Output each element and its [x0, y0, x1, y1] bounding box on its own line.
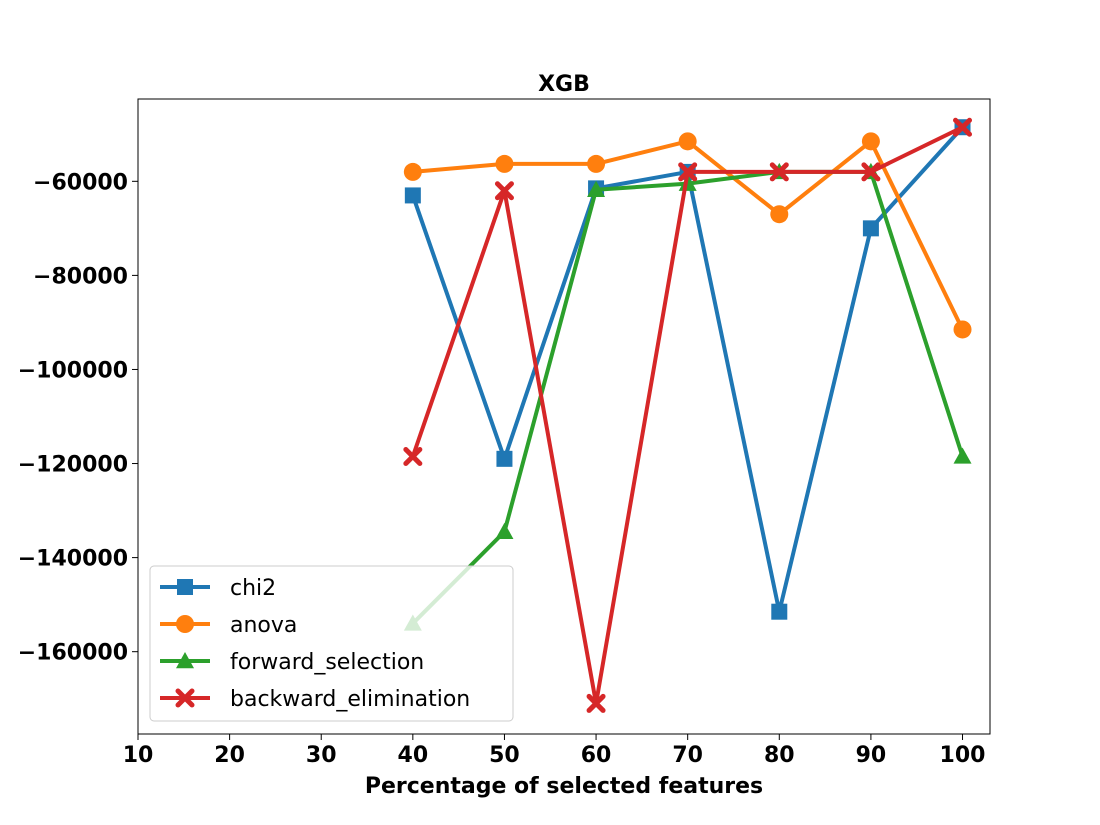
data-point [953, 320, 972, 339]
x-tick-label: 80 [764, 743, 795, 768]
legend-entry: anova [160, 613, 297, 638]
legend-label: forward_selection [230, 650, 424, 675]
data-point [771, 603, 788, 620]
data-point [862, 220, 879, 237]
data-point [678, 132, 697, 151]
data-point [587, 154, 606, 173]
data-point [861, 132, 880, 151]
x-marker-stroke [678, 162, 698, 182]
y-axis-ticks: −160000 −140000 −120000 −100000 −80000 −60000 [18, 170, 138, 666]
data-point [953, 117, 973, 137]
x-tick-label: 30 [306, 743, 337, 768]
y-tick-label: −100000 [18, 358, 128, 383]
data-point [861, 162, 881, 182]
series-layer [403, 117, 973, 713]
x-tick-label: 20 [214, 743, 245, 768]
legend-box [149, 565, 514, 722]
legend-entry: backward_elimination [160, 687, 470, 712]
legend-label: chi2 [230, 576, 276, 601]
x-tick-label: 60 [581, 743, 612, 768]
x-tick-label: 50 [489, 743, 520, 768]
series-backward-elimination [403, 117, 973, 713]
y-tick-label: −140000 [18, 547, 128, 572]
x-tick-label: 10 [123, 743, 154, 768]
legend-entry: chi2 [160, 576, 276, 601]
x-tick-label: 40 [398, 743, 429, 768]
data-point [770, 205, 789, 224]
data-point [176, 652, 194, 669]
data-point [496, 450, 513, 467]
data-point [175, 688, 195, 708]
x-tick-label: 100 [940, 743, 986, 768]
series-line [411, 169, 965, 625]
plot-frame [137, 98, 991, 735]
x-tick-label: 90 [856, 743, 887, 768]
data-point [678, 162, 698, 182]
x-marker-stroke [769, 162, 789, 182]
data-point [587, 180, 606, 197]
chart-title: XGB [538, 72, 590, 97]
data-point [176, 615, 194, 633]
data-point [953, 447, 972, 464]
data-point [404, 187, 421, 204]
x-tick-label: 70 [672, 743, 703, 768]
x-marker-stroke [953, 117, 973, 137]
legend-label: backward_elimination [230, 687, 470, 712]
data-point [403, 446, 423, 466]
x-axis-ticks: 10 20 30 40 50 60 70 80 90 100 [123, 734, 986, 768]
y-tick-label: −80000 [33, 264, 128, 289]
x-marker-stroke [586, 693, 606, 713]
data-point [403, 162, 422, 181]
x-marker-stroke [403, 446, 423, 466]
y-tick-label: −160000 [18, 641, 128, 666]
data-point [494, 181, 514, 201]
data-point [769, 162, 789, 182]
x-marker-stroke [861, 162, 881, 182]
legend: chi2 anova forward_selection backward_elimi… [149, 565, 514, 722]
x-axis-title: Percentage of selected features [365, 774, 763, 799]
x-marker-stroke [175, 688, 195, 708]
y-tick-label: −120000 [18, 453, 128, 478]
data-point [495, 154, 514, 173]
y-tick-label: −60000 [33, 170, 128, 195]
legend-entry: forward_selection [160, 650, 424, 675]
data-point [177, 579, 193, 595]
x-marker-stroke [494, 181, 514, 201]
series-anova [403, 132, 972, 339]
legend-label: anova [230, 613, 297, 638]
data-point [495, 522, 514, 539]
data-point [586, 693, 606, 713]
